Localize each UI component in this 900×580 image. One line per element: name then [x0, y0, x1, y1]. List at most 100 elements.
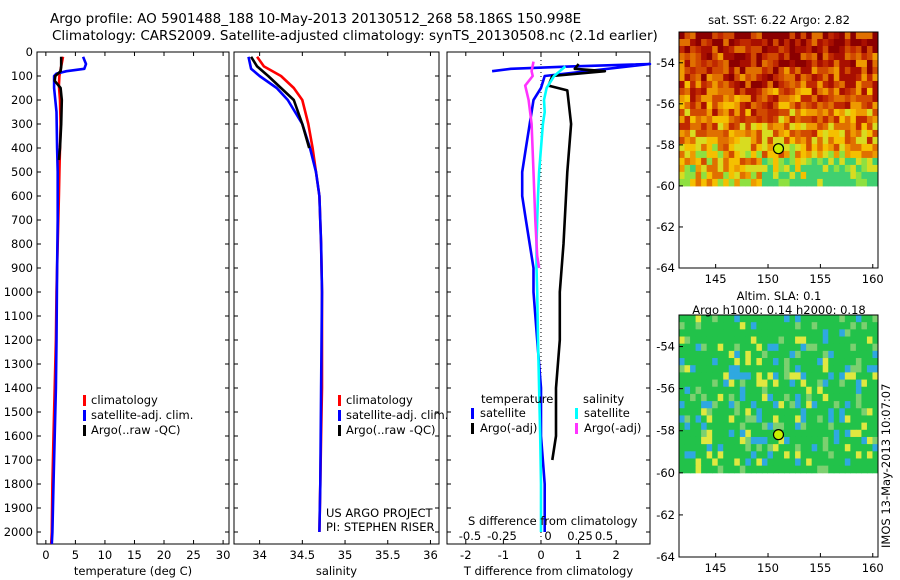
- field-cell: [745, 80, 752, 89]
- field-cell: [684, 129, 691, 138]
- field-cell: [833, 401, 840, 409]
- field-cell: [806, 408, 813, 416]
- field-cell: [866, 336, 873, 345]
- field-cell: [679, 136, 686, 145]
- field-cell: [695, 32, 702, 40]
- field-cell: [767, 365, 774, 373]
- field-cell: [822, 350, 829, 359]
- field-cell: [701, 408, 708, 416]
- field-cell: [772, 157, 779, 166]
- field-cell: [728, 436, 735, 445]
- field-cell: [789, 129, 796, 138]
- field-cell: [745, 465, 752, 474]
- field-cell: [739, 379, 746, 388]
- field-cell: [795, 315, 802, 323]
- field-cell: [822, 45, 829, 54]
- field-cell: [822, 386, 829, 395]
- legend-swatch: [338, 410, 341, 421]
- field-cell: [806, 322, 813, 330]
- field-cell: [811, 52, 818, 61]
- field-cell: [679, 45, 686, 54]
- field-cell: [695, 164, 702, 173]
- field-cell: [734, 415, 741, 424]
- field-cell: [690, 401, 697, 409]
- field-cell: [690, 122, 697, 131]
- field-cell: [822, 73, 829, 82]
- s-axis-label: S difference from climatology: [468, 514, 638, 528]
- field-cell: [756, 45, 763, 54]
- field-cell: [817, 458, 824, 467]
- field-cell: [872, 122, 879, 131]
- field-cell: [784, 336, 791, 345]
- field-cell: [739, 52, 746, 61]
- x-tick-label: 35: [338, 548, 353, 562]
- field-cell: [684, 408, 691, 416]
- field-cell: [701, 436, 708, 445]
- field-cell: [784, 358, 791, 366]
- field-cell: [817, 73, 824, 82]
- field-cell: [778, 39, 785, 47]
- field-cell: [828, 451, 835, 459]
- field-cell: [734, 315, 741, 323]
- field-cell: [822, 136, 829, 145]
- field-cell: [778, 365, 785, 373]
- field-cell: [750, 358, 757, 366]
- field-cell: [839, 32, 846, 40]
- field-cell: [861, 336, 868, 345]
- field-cell: [822, 365, 829, 373]
- field-cell: [855, 458, 862, 467]
- field-cell: [712, 164, 719, 173]
- field-cell: [690, 136, 697, 145]
- field-cell: [745, 66, 752, 75]
- x-tick-label: 145: [705, 561, 727, 575]
- field-cell: [684, 66, 691, 75]
- field-cell: [866, 315, 873, 323]
- field-cell: [828, 393, 835, 402]
- field-cell: [789, 451, 796, 459]
- field-cell: [800, 436, 807, 445]
- field-cell: [684, 444, 691, 452]
- field-cell: [723, 39, 730, 47]
- field-cell: [728, 143, 735, 152]
- field-cell: [844, 73, 851, 82]
- field-cell: [684, 157, 691, 166]
- field-cell: [701, 122, 708, 131]
- field-cell: [761, 150, 768, 159]
- field-cell: [706, 45, 713, 54]
- field-cell: [784, 94, 791, 103]
- map-frame: [678, 31, 879, 269]
- field-cell: [850, 358, 857, 366]
- field-cell: [723, 422, 730, 431]
- field-cell: [684, 365, 691, 373]
- field-cell: [866, 458, 873, 467]
- field-cell: [850, 101, 857, 110]
- field-cell: [828, 171, 835, 180]
- field-cell: [706, 365, 713, 373]
- field-cell: [734, 465, 741, 474]
- field-cell: [789, 329, 796, 338]
- field-cell: [723, 59, 730, 68]
- field-cell: [684, 336, 691, 345]
- field-cell: [789, 87, 796, 96]
- field-cell: [784, 108, 791, 117]
- field-cell: [706, 129, 713, 138]
- field-cell: [745, 415, 752, 424]
- field-cell: [861, 66, 868, 75]
- legend-label: satellite-adj. clim.: [91, 408, 193, 422]
- field-cell: [739, 87, 746, 96]
- legend-label: Argo(-adj): [480, 421, 537, 435]
- map-title: Altim. SLA: 0.1: [737, 289, 822, 303]
- field-cell: [844, 66, 851, 75]
- field-cell: [861, 436, 868, 445]
- field-cell: [679, 108, 686, 117]
- field-cell: [684, 45, 691, 54]
- field-cell: [822, 379, 829, 388]
- field-cell: [806, 429, 813, 438]
- field-cell: [828, 39, 835, 47]
- field-cell: [679, 122, 686, 131]
- field-cell: [789, 94, 796, 103]
- x-tick-label: -1: [498, 548, 509, 562]
- field-cell: [844, 129, 851, 138]
- field-cell: [679, 115, 686, 124]
- field-cell: [712, 465, 719, 474]
